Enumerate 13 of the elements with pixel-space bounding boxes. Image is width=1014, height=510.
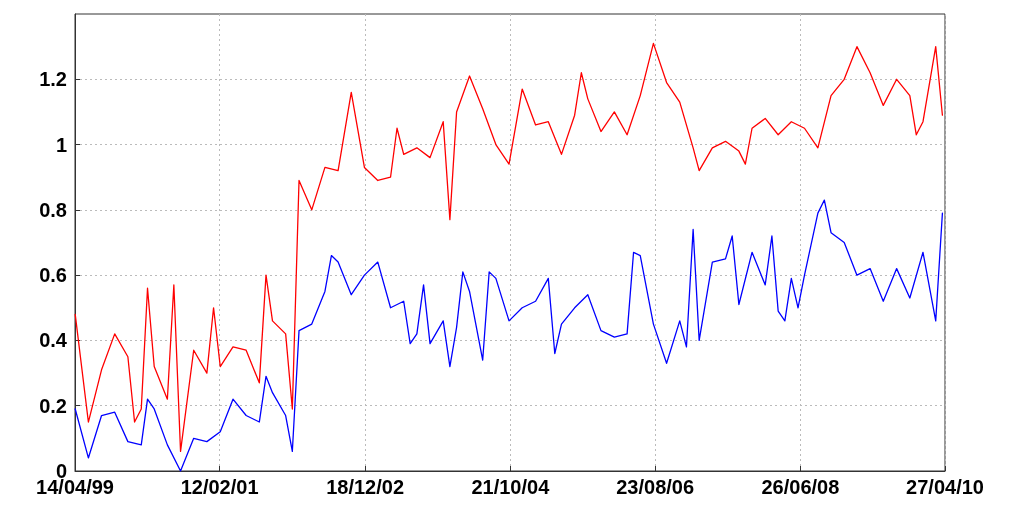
- line-series: [74, 42, 944, 453]
- x-tick-label: 21/10/04: [471, 476, 551, 498]
- y-tick-label: 1: [55, 133, 67, 156]
- x-tick-label: 26/06/08: [761, 476, 840, 498]
- x-tick-label: 23/08/06: [616, 476, 695, 498]
- y-tick-label: 1.2: [39, 68, 67, 91]
- y-tick-label: 0.8: [39, 198, 67, 221]
- x-tick-label: 12/02/01: [180, 476, 259, 498]
- y-tick-label: 0.4: [39, 329, 68, 352]
- x-tick-label: 27/04/10: [906, 476, 984, 498]
- y-tick-label: 0.6: [39, 264, 67, 287]
- y-tick-label: 0.2: [39, 394, 67, 417]
- x-tick-label: 18/12/02: [326, 476, 404, 498]
